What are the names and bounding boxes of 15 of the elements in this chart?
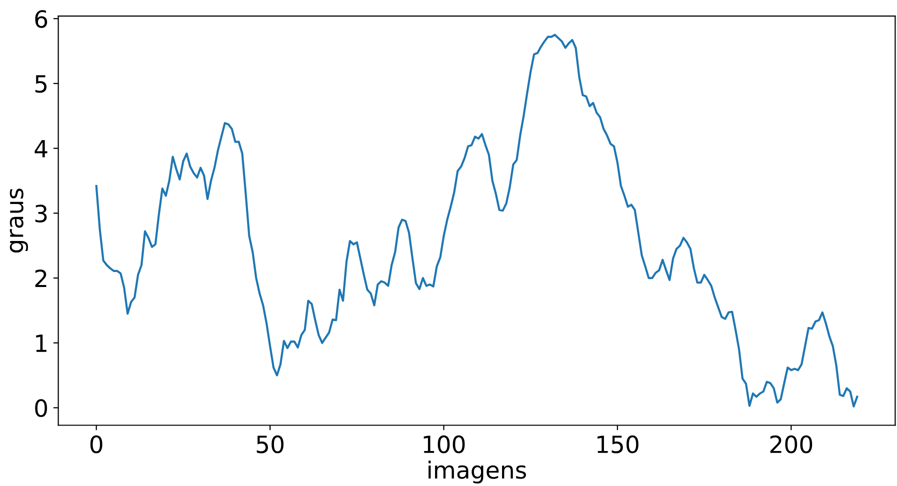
y-tick-label: 3 bbox=[35, 204, 47, 222]
x-tick-label: 50 bbox=[256, 435, 284, 454]
line-series bbox=[95, 34, 858, 408]
y-axis-title: graus bbox=[10, 188, 28, 253]
x-tick-label: 200 bbox=[770, 435, 812, 454]
x-tick-label: 0 bbox=[90, 435, 102, 454]
y-tick-label: 6 bbox=[35, 10, 48, 28]
x-tick-label: 150 bbox=[598, 435, 638, 454]
y-tick-label: 4 bbox=[34, 140, 48, 158]
x-axis-title: imagens bbox=[428, 460, 526, 484]
y-tick-label: 1 bbox=[36, 334, 46, 352]
y-tick-label: 2 bbox=[35, 269, 46, 288]
x-tick-label: 100 bbox=[424, 435, 465, 454]
y-tick-label: 5 bbox=[35, 75, 47, 93]
y-tick-label: 0 bbox=[35, 399, 48, 418]
